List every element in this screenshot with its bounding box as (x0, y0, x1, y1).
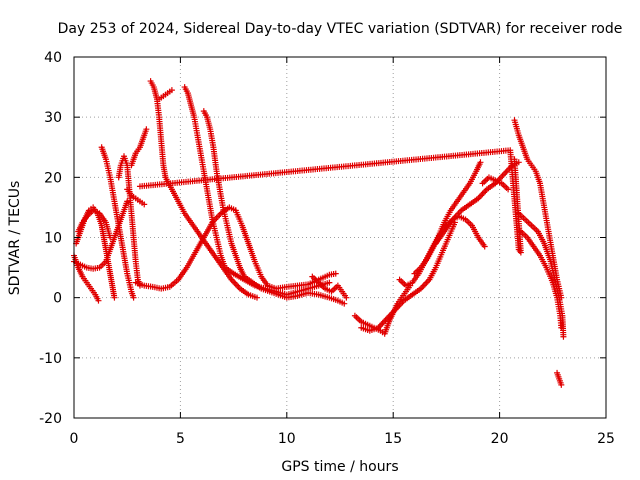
series-arc-h (124, 186, 148, 208)
series-arc-c (71, 252, 102, 304)
series-arc-j (156, 87, 175, 103)
data-point (558, 381, 565, 388)
data-point (254, 294, 261, 301)
series-arc-x (479, 174, 512, 193)
series-arc-aa (517, 228, 565, 331)
y-axis-label: SDTVAR / TECUs (7, 181, 23, 296)
y-tick-label: 0 (53, 291, 62, 307)
series-arc-n (200, 108, 248, 280)
series-arc-p (232, 207, 339, 292)
x-axis-label: GPS time / hours (281, 459, 398, 475)
data-point (332, 270, 339, 277)
series-arc-m (181, 84, 229, 271)
series-arc-e (98, 144, 137, 301)
data-point (141, 201, 148, 208)
data-point (168, 87, 175, 94)
y-tick-label: 10 (44, 231, 62, 247)
data-point (124, 198, 131, 205)
series-arc-l (162, 174, 261, 301)
data-point (515, 159, 522, 166)
series-arc-g (128, 126, 150, 169)
x-tick-label: 0 (70, 431, 79, 447)
data-point (326, 279, 333, 286)
data-point (107, 234, 114, 241)
y-tick-label: -10 (39, 351, 62, 367)
series-arc-i (147, 78, 169, 181)
x-tick-label: 10 (278, 431, 296, 447)
data-point (481, 243, 488, 250)
data-point (511, 156, 518, 163)
data-point (130, 294, 137, 301)
series-arc-w (432, 159, 522, 247)
data-layer (71, 78, 567, 388)
y-tick-label: 40 (44, 50, 62, 66)
x-tick-label: 15 (384, 431, 402, 447)
data-point (558, 324, 565, 331)
y-tick-label: -20 (39, 411, 62, 427)
series-outliers (136, 147, 524, 256)
data-point (111, 294, 118, 301)
y-tick-label: 20 (44, 170, 62, 186)
series-arc-y (511, 117, 565, 301)
data-point (560, 333, 567, 340)
data-point (341, 300, 348, 307)
x-tick-label: 25 (597, 431, 615, 447)
y-tick-label: 30 (44, 110, 62, 126)
series-arc-d (75, 207, 114, 241)
x-tick-label: 20 (491, 431, 509, 447)
data-point (143, 126, 150, 133)
series-arc-b (73, 204, 118, 301)
data-point (343, 294, 350, 301)
ticks-layer: 0 5 10 15 20 25 -20 -10 0 10 20 30 40 (39, 50, 615, 447)
data-point (477, 159, 484, 166)
series-arc-v (411, 213, 488, 277)
series-arc-bb (554, 369, 565, 388)
series-arc-q (241, 273, 348, 307)
x-tick-label: 5 (176, 431, 185, 447)
series-arc-r (309, 273, 350, 301)
data-point (505, 186, 512, 193)
chart-title: Day 253 of 2024, Sidereal Day-to-day VTE… (58, 21, 623, 37)
data-point (95, 297, 102, 304)
